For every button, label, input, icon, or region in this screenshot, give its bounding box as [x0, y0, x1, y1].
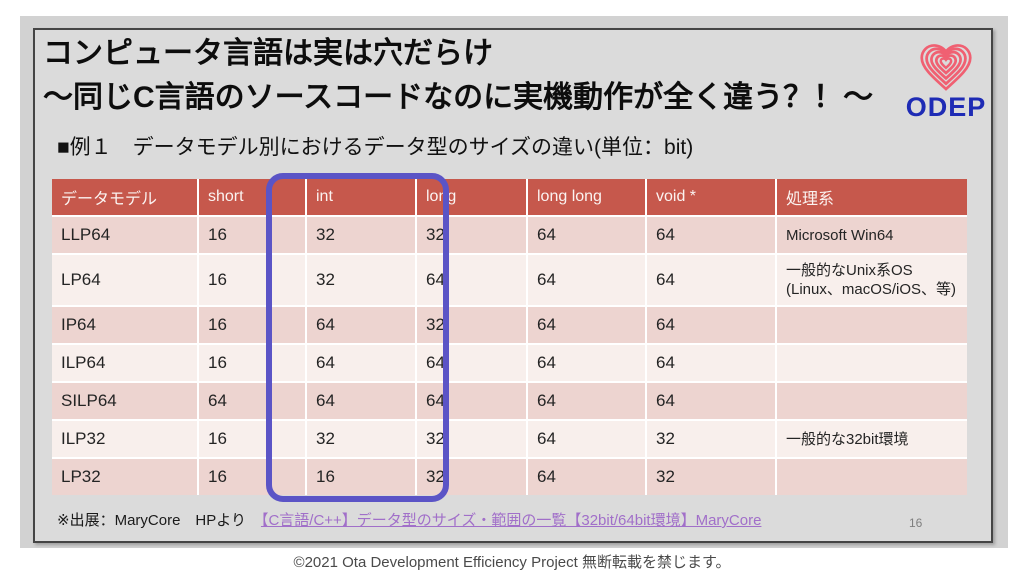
value-cell: 32 [415, 419, 528, 459]
table-row: LLP64 16 32 32 64 64 Microsoft Win64 [52, 215, 967, 255]
value-cell: 64 [526, 305, 647, 345]
value-cell: 64 [526, 381, 647, 421]
value-cell: 64 [645, 381, 777, 421]
value-cell: 16 [197, 457, 307, 495]
column-header: long [415, 179, 528, 217]
value-cell: 16 [197, 253, 307, 307]
value-cell: 32 [645, 419, 777, 459]
data-model-table: データモデル short int long long long void * 処理系 LLP… [52, 179, 967, 495]
column-header: long long [526, 179, 647, 217]
value-cell [775, 305, 967, 345]
row-label-cell: ILP64 [52, 343, 199, 383]
value-cell: 64 [526, 215, 647, 255]
example-heading: ■例１ データモデル別におけるデータ型のサイズの違い(単位：bit) [57, 136, 694, 159]
source-link[interactable]: 【C言語/C++】データ型のサイズ・範囲の一覧【32bit/64bit環境】Ma… [260, 512, 762, 529]
value-cell: 64 [645, 305, 777, 345]
value-cell: 16 [197, 419, 307, 459]
value-cell: 64 [197, 381, 307, 421]
value-cell: 64 [645, 215, 777, 255]
source-note: ※出展：MaryCore HPより 【C言語/C++】データ型のサイズ・範囲の一… [57, 509, 761, 530]
table-row: LP32 16 16 32 64 32 [52, 457, 967, 495]
row-label-cell: IP64 [52, 305, 199, 345]
value-cell: 32 [305, 253, 417, 307]
copyright-text: ©2021 Ota Development Efficiency Project… [0, 551, 1024, 572]
value-cell: 64 [645, 343, 777, 383]
title-line-1: コンピュータ言語は実は穴だらけ [43, 37, 493, 70]
column-header: void * [645, 179, 777, 217]
slide-canvas: コンピュータ言語は実は穴だらけ ～同じC言語のソースコードなのに実機動作が全く違… [20, 16, 1008, 548]
row-label-cell: LLP64 [52, 215, 199, 255]
value-cell: 16 [197, 343, 307, 383]
value-cell: 32 [415, 215, 528, 255]
table-row: IP64 16 64 32 64 64 [52, 305, 967, 345]
table-body: LLP64 16 32 32 64 64 Microsoft Win64 LP64 16 32 64… [52, 215, 967, 495]
value-cell: Microsoft Win64 [775, 215, 967, 255]
row-label-cell: SILP64 [52, 381, 199, 421]
row-label-cell: LP32 [52, 457, 199, 495]
slide: コンピュータ言語は実は穴だらけ ～同じC言語のソースコードなのに実機動作が全く違… [33, 28, 993, 543]
table-row: ILP64 16 64 64 64 64 [52, 343, 967, 383]
value-cell: 32 [415, 305, 528, 345]
page-number: 16 [909, 516, 923, 530]
column-header: データモデル [52, 179, 199, 217]
value-cell: 16 [305, 457, 417, 495]
table-header-row: データモデル short int long long long void * 処理系 [52, 179, 967, 217]
title-line-2: ～同じC言語のソースコードなのに実機動作が全く違う？！～ [43, 81, 874, 114]
value-cell: 一般的な32bit環境 [775, 419, 967, 459]
value-cell: 16 [197, 215, 307, 255]
value-cell [775, 381, 967, 421]
value-cell: 64 [526, 343, 647, 383]
table-row: LP64 16 32 64 64 64 一般的なUnix系OS (Linux、macOS/i… [52, 253, 967, 307]
value-cell: 64 [526, 253, 647, 307]
table-row: ILP32 16 32 32 64 32 一般的な32bit環境 [52, 419, 967, 459]
value-cell [775, 457, 967, 495]
column-header: int [305, 179, 417, 217]
value-cell: 64 [415, 253, 528, 307]
value-cell: 64 [305, 343, 417, 383]
row-label-cell: ILP32 [52, 419, 199, 459]
value-cell: 64 [526, 457, 647, 495]
column-header: 処理系 [775, 179, 967, 217]
value-cell: 64 [526, 419, 647, 459]
table-row: SILP64 64 64 64 64 64 [52, 381, 967, 421]
value-cell: 64 [645, 253, 777, 307]
value-cell: 16 [197, 305, 307, 345]
odep-logo-text: ODEP [905, 92, 987, 122]
slide-title: コンピュータ言語は実は穴だらけ ～同じC言語のソースコードなのに実機動作が全く違… [43, 32, 873, 120]
source-prefix: ※出展：MaryCore HPより [57, 512, 261, 529]
value-cell [775, 343, 967, 383]
odep-logo: ODEP [883, 40, 1009, 122]
value-cell: 64 [305, 305, 417, 345]
column-header: short [197, 179, 307, 217]
row-label-cell: LP64 [52, 253, 199, 307]
value-cell: 64 [415, 343, 528, 383]
value-cell: 32 [645, 457, 777, 495]
value-cell: 一般的なUnix系OS (Linux、macOS/iOS、等) [775, 253, 967, 307]
fingerprint-heart-icon [920, 44, 972, 91]
value-cell: 32 [305, 215, 417, 255]
value-cell: 64 [305, 381, 417, 421]
value-cell: 32 [415, 457, 528, 495]
value-cell: 32 [305, 419, 417, 459]
value-cell: 64 [415, 381, 528, 421]
